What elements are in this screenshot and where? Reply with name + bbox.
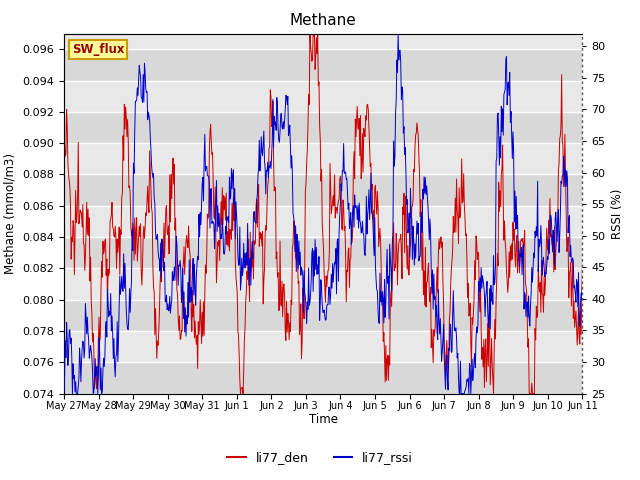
- Bar: [64, 300, 582, 331]
- Bar: [64, 112, 582, 143]
- Y-axis label: RSSI (%): RSSI (%): [611, 189, 624, 239]
- Bar: [64, 206, 582, 237]
- Legend: li77_den, li77_rssi: li77_den, li77_rssi: [222, 446, 418, 469]
- Bar: [64, 143, 582, 174]
- Bar: [64, 81, 582, 112]
- Bar: [64, 362, 582, 394]
- Y-axis label: Methane (mmol/m3): Methane (mmol/m3): [4, 153, 17, 274]
- Bar: [64, 331, 582, 362]
- Title: Methane: Methane: [290, 13, 356, 28]
- Bar: [64, 268, 582, 300]
- Bar: [64, 237, 582, 268]
- Bar: [64, 174, 582, 206]
- Text: SW_flux: SW_flux: [72, 43, 124, 56]
- Bar: [64, 49, 582, 81]
- X-axis label: Time: Time: [308, 413, 338, 426]
